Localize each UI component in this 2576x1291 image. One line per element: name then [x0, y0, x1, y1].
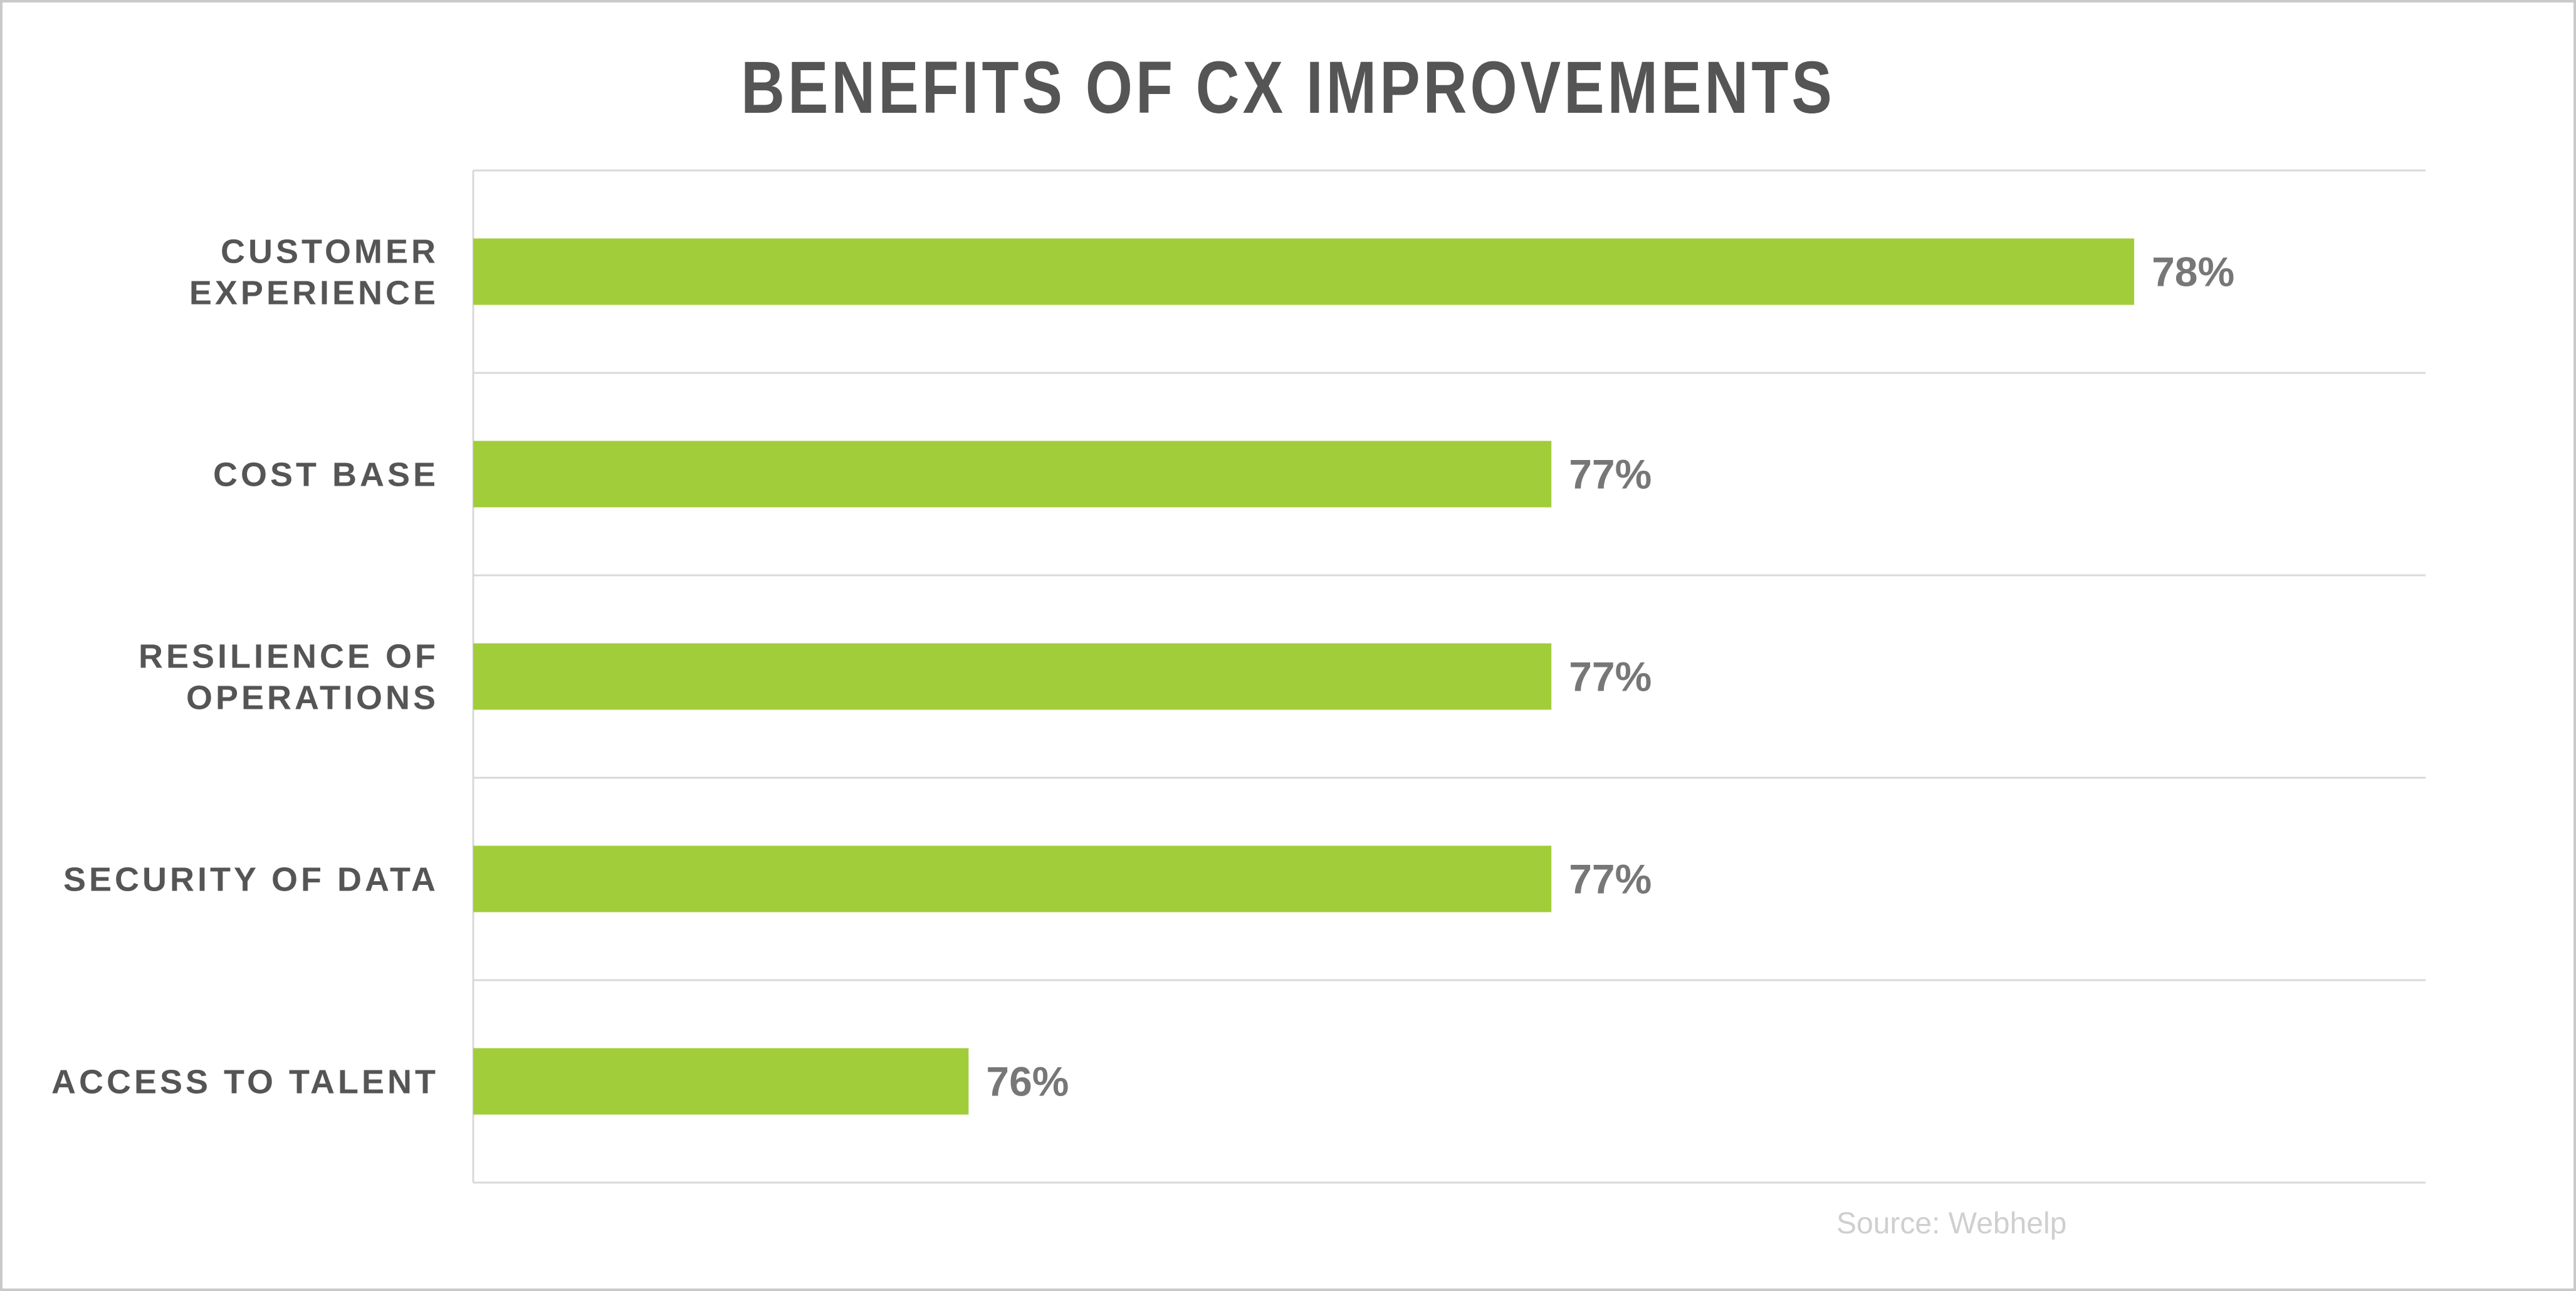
chart-title: BENEFITS OF CX IMPROVEMENTS [741, 46, 1835, 129]
labels: 78% CUSTOMER EXPERIENCE 77% COST BASE 77% RESI… [51, 233, 2234, 1105]
category-label-line: ACCESS TO TALENT [51, 1064, 439, 1101]
category-label-line: CUSTOMER [221, 233, 439, 271]
category-label: ACCESS TO TALENT [51, 1064, 439, 1101]
bar [473, 238, 2135, 305]
category-label-line: SECURITY OF DATA [63, 861, 439, 899]
category-label-line: COST BASE [213, 456, 439, 494]
category-label-line: EXPERIENCE [189, 274, 439, 312]
bar [473, 845, 1552, 912]
data-label: 77% [1569, 451, 1652, 498]
source-note: Source: Webhelp [1836, 1207, 2067, 1240]
category-label-line: OPERATIONS [186, 679, 439, 717]
data-label: 78% [2152, 249, 2234, 295]
category-label: RESILIENCE OF OPERATIONS [139, 638, 439, 717]
data-label: 76% [986, 1058, 1069, 1105]
bar [473, 441, 1552, 508]
category-label-line: RESILIENCE OF [139, 638, 439, 676]
category-label: COST BASE [213, 456, 439, 494]
category-label: SECURITY OF DATA [63, 861, 439, 899]
bar [473, 643, 1552, 710]
data-label: 77% [1569, 654, 1652, 700]
bars [473, 238, 2135, 1115]
category-label: CUSTOMER EXPERIENCE [189, 233, 439, 312]
data-label: 77% [1569, 856, 1652, 902]
bar [473, 1048, 969, 1115]
